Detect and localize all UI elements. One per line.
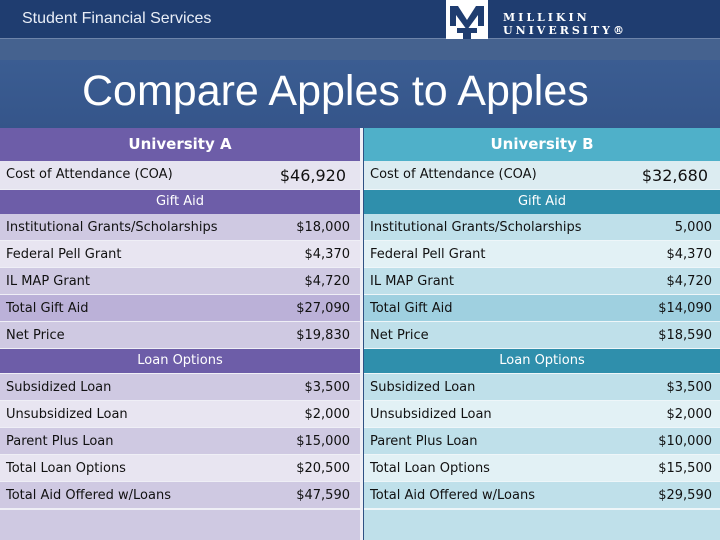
university-b-gift-aid-header: Gift Aid: [364, 190, 720, 214]
table-row: Total Loan Options $20,500: [0, 455, 360, 481]
row-value: $3,500: [666, 380, 713, 395]
table-row: Net Price $18,590: [364, 322, 720, 348]
table-row: Subsidized Loan $3,500: [0, 374, 360, 400]
header-band: [0, 39, 720, 60]
row-label: Institutional Grants/Scholarships: [370, 220, 582, 235]
university-a-loan-options-header: Loan Options: [0, 349, 360, 373]
row-label: IL MAP Grant: [370, 274, 455, 289]
row-value: $47,590: [296, 488, 350, 503]
row-value: $3,500: [304, 380, 351, 395]
row-label: Federal Pell Grant: [370, 247, 486, 262]
university-a-gift-aid-header: Gift Aid: [0, 190, 360, 214]
coa-label: Cost of Attendance (COA): [6, 167, 173, 182]
coa-value: $32,680: [641, 166, 708, 185]
row-label: Federal Pell Grant: [6, 247, 122, 262]
row-label: Total Gift Aid: [6, 301, 89, 316]
university-b-header: University B: [364, 128, 720, 161]
table-row: Total Loan Options $15,500: [364, 455, 720, 481]
table-row: Total Gift Aid $14,090: [364, 295, 720, 321]
row-value: $10,000: [658, 434, 712, 449]
gift-aid-label: Gift Aid: [517, 194, 567, 209]
row-label: Unsubsidized Loan: [6, 407, 128, 422]
table-row: Net Price $19,830: [0, 322, 360, 348]
university-b-loan-options-header: Loan Options: [364, 349, 720, 373]
row-value: $20,500: [296, 461, 350, 476]
university-a-footer-cell: [0, 510, 360, 540]
university-b-name: University B: [490, 135, 594, 153]
university-a-coa-row: Cost of Attendance (COA) $46,920: [0, 161, 360, 189]
row-value: $4,370: [304, 247, 351, 262]
row-label: Total Loan Options: [370, 461, 490, 476]
row-label: Subsidized Loan: [370, 380, 476, 395]
row-label: Subsidized Loan: [6, 380, 112, 395]
row-value: $2,000: [304, 407, 351, 422]
row-value: 5,000: [674, 220, 712, 235]
row-label: Total Loan Options: [6, 461, 126, 476]
row-value: $29,590: [658, 488, 712, 503]
university-a-name: University A: [128, 135, 232, 153]
table-row: Total Aid Offered w/Loans $29,590: [364, 482, 720, 508]
loan-options-label: Loan Options: [137, 353, 223, 368]
table-row: Total Gift Aid $27,090: [0, 295, 360, 321]
row-value: $15,500: [658, 461, 712, 476]
row-label: Net Price: [370, 328, 429, 343]
row-value: $27,090: [296, 301, 350, 316]
top-bar: Student Financial Services: [0, 0, 720, 39]
row-label: Net Price: [6, 328, 65, 343]
row-value: $15,000: [296, 434, 350, 449]
table-row: Unsubsidized Loan $2,000: [364, 401, 720, 427]
loan-options-label: Loan Options: [499, 353, 585, 368]
row-value: $4,720: [304, 274, 351, 289]
table-row: Federal Pell Grant $4,370: [364, 241, 720, 267]
university-b-footer-cell: [364, 510, 720, 540]
table-row: Institutional Grants/Scholarships 5,000: [364, 214, 720, 240]
table-row: IL MAP Grant $4,720: [0, 268, 360, 294]
coa-value: $46,920: [279, 166, 346, 185]
table-row: Institutional Grants/Scholarships $18,000: [0, 214, 360, 240]
row-label: IL MAP Grant: [6, 274, 91, 289]
row-label: Parent Plus Loan: [6, 434, 114, 449]
row-label: Parent Plus Loan: [370, 434, 478, 449]
row-value: $4,720: [666, 274, 713, 289]
row-value: $4,370: [666, 247, 713, 262]
row-label: Total Aid Offered w/Loans: [6, 488, 171, 503]
row-label: Unsubsidized Loan: [370, 407, 492, 422]
row-value: $19,830: [296, 328, 350, 343]
table-row: Parent Plus Loan $10,000: [364, 428, 720, 454]
row-label: Institutional Grants/Scholarships: [6, 220, 218, 235]
table-row: Subsidized Loan $3,500: [364, 374, 720, 400]
page-title: Compare Apples to Apples: [82, 67, 589, 115]
table-row: IL MAP Grant $4,720: [364, 268, 720, 294]
row-label: Total Aid Offered w/Loans: [370, 488, 535, 503]
gift-aid-label: Gift Aid: [155, 194, 205, 209]
table-row: Total Aid Offered w/Loans $47,590: [0, 482, 360, 508]
row-value: $14,090: [658, 301, 712, 316]
table-row: Unsubsidized Loan $2,000: [0, 401, 360, 427]
hero-banner: [0, 60, 720, 128]
row-value: $18,590: [658, 328, 712, 343]
university-b-coa-row: Cost of Attendance (COA) $32,680: [364, 161, 720, 189]
service-title: Student Financial Services: [22, 10, 212, 27]
table-row: Federal Pell Grant $4,370: [0, 241, 360, 267]
university-a-header: University A: [0, 128, 360, 161]
coa-label: Cost of Attendance (COA): [370, 167, 537, 182]
table-row: Parent Plus Loan $15,000: [0, 428, 360, 454]
university-name: MILLIKIN UNIVERSITY®: [503, 11, 627, 37]
row-label: Total Gift Aid: [370, 301, 453, 316]
row-value: $2,000: [666, 407, 713, 422]
row-value: $18,000: [296, 220, 350, 235]
